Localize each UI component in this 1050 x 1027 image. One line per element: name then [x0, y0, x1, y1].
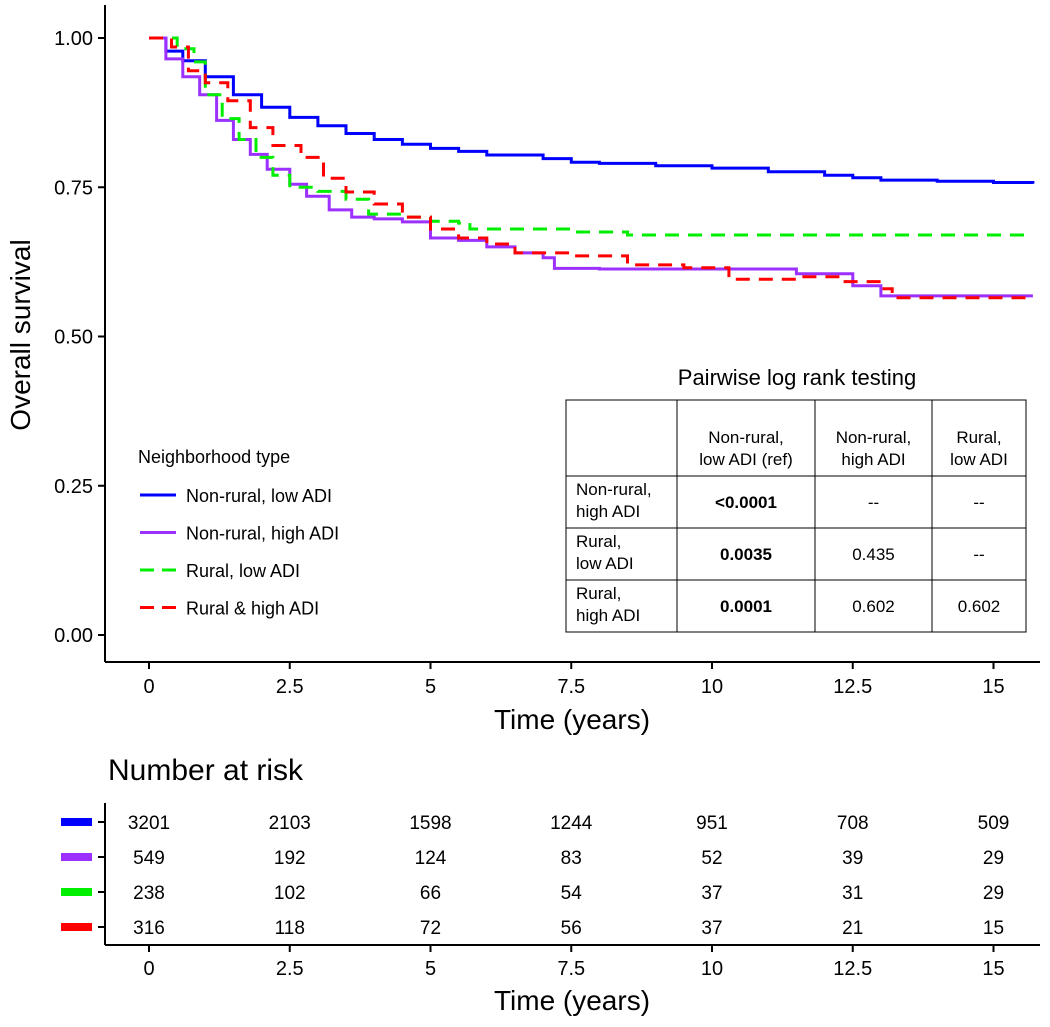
legend-label: Rural, low ADI [186, 561, 300, 581]
risk-count: 102 [274, 883, 306, 904]
pairwise-p-value: -- [868, 493, 879, 512]
risk-x-tick-label: 10 [701, 958, 723, 980]
x-tick-label: 7.5 [557, 676, 585, 698]
x-tick-label: 0 [143, 676, 154, 698]
x-tick-label: 10 [701, 676, 723, 698]
risk-count: 1598 [409, 813, 451, 834]
survival-curve-1 [149, 36, 1035, 184]
risk-count: 316 [133, 918, 165, 939]
risk-count: 29 [983, 883, 1004, 904]
risk-count: 509 [978, 813, 1010, 834]
risk-count: 238 [133, 883, 165, 904]
legend-label: Rural & high ADI [186, 599, 319, 619]
risk-count: 37 [701, 883, 722, 904]
pairwise-column-header: Rural, [956, 428, 1001, 447]
risk-count: 39 [842, 848, 863, 869]
risk-row-color-swatch [61, 888, 92, 896]
risk-count: 52 [701, 848, 722, 869]
risk-count: 549 [133, 848, 165, 869]
risk-x-tick-label: 2.5 [276, 958, 304, 980]
x-tick-label: 15 [982, 676, 1004, 698]
x-tick-label: 12.5 [833, 676, 872, 698]
pairwise-column-header: low ADI [950, 450, 1008, 469]
risk-count: 15 [983, 918, 1004, 939]
survival-curve-2 [149, 36, 1033, 298]
x-axis-title: Time (years) [494, 704, 650, 735]
risk-count: 708 [837, 813, 869, 834]
risk-row-color-swatch [61, 818, 92, 826]
risk-count: 3201 [128, 813, 170, 834]
risk-x-tick-label: 15 [982, 958, 1004, 980]
pairwise-column-header: Non-rural, [708, 428, 784, 447]
risk-table: Number at risk 3201 2103 1598 1244 951 708 509 5… [61, 754, 1040, 1016]
pairwise-table: Pairwise log rank testing Non-rural, low A… [565, 365, 1027, 633]
risk-count: 29 [983, 848, 1004, 869]
risk-count: 66 [420, 883, 441, 904]
pairwise-p-value: 0.0035 [720, 545, 772, 564]
risk-count: 951 [696, 813, 728, 834]
y-tick-label: 1.00 [54, 28, 93, 50]
pairwise-row-label: Rural, [576, 584, 621, 603]
y-tick-label: 0.00 [54, 625, 93, 647]
pairwise-row-label: low ADI [576, 554, 634, 573]
risk-count: 31 [842, 883, 863, 904]
legend: Neighborhood type Non-rural, low ADI Non-r… [138, 447, 339, 619]
pairwise-p-value: -- [973, 545, 984, 564]
pairwise-p-value: 0.0001 [720, 597, 772, 616]
survival-curve-4 [149, 36, 1033, 300]
risk-x-tick-label: 7.5 [557, 958, 585, 980]
pairwise-table-border [565, 399, 1027, 633]
risk-table-title: Number at risk [108, 754, 304, 787]
x-tick-label: 2.5 [276, 676, 304, 698]
risk-count: 192 [274, 848, 306, 869]
survival-curve-3 [149, 36, 1033, 237]
pairwise-p-value: <0.0001 [715, 493, 777, 512]
risk-x-tick-label: 5 [425, 958, 436, 980]
pairwise-row-label: high ADI [576, 502, 640, 521]
pairwise-column-header: high ADI [841, 450, 905, 469]
legend-label: Non-rural, low ADI [186, 486, 332, 506]
risk-row-color-swatch [61, 853, 92, 861]
pairwise-row-label: high ADI [576, 606, 640, 625]
pairwise-p-value: 0.602 [852, 597, 895, 616]
risk-count: 56 [561, 918, 582, 939]
risk-count: 124 [415, 848, 447, 869]
pairwise-p-value: 0.435 [852, 545, 895, 564]
pairwise-p-value: -- [973, 493, 984, 512]
pairwise-column-header: Non-rural, [836, 428, 912, 447]
risk-count: 2103 [269, 813, 311, 834]
y-tick-label: 0.25 [54, 476, 93, 498]
pairwise-row-label: Non-rural, [576, 480, 652, 499]
risk-count: 118 [275, 918, 305, 939]
pairwise-table-title: Pairwise log rank testing [678, 365, 916, 390]
pairwise-p-value: 0.602 [958, 597, 1001, 616]
risk-count: 72 [420, 918, 441, 939]
y-axis-title: Overall survival [5, 239, 36, 430]
y-tick-label: 0.50 [54, 327, 93, 349]
y-tick-label: 0.75 [54, 177, 93, 199]
risk-x-tick-label: 0 [143, 958, 154, 980]
risk-count: 37 [701, 918, 722, 939]
risk-count: 54 [561, 883, 583, 904]
risk-x-axis-title: Time (years) [494, 985, 650, 1016]
pairwise-row-label: Rural, [576, 532, 621, 551]
legend-title: Neighborhood type [138, 447, 290, 467]
risk-row-color-swatch [61, 923, 92, 931]
pairwise-column-header: low ADI (ref) [699, 450, 793, 469]
risk-x-tick-label: 12.5 [833, 958, 872, 980]
risk-count: 1244 [550, 813, 593, 834]
risk-count: 83 [561, 848, 582, 869]
x-tick-label: 5 [425, 676, 436, 698]
risk-count: 21 [842, 918, 863, 939]
legend-label: Non-rural, high ADI [186, 524, 339, 544]
survival-plot: 0.00 0.25 0.50 0.75 1.00 0 2.5 5 7.5 10 12.5 15 Time… [5, 5, 1040, 735]
